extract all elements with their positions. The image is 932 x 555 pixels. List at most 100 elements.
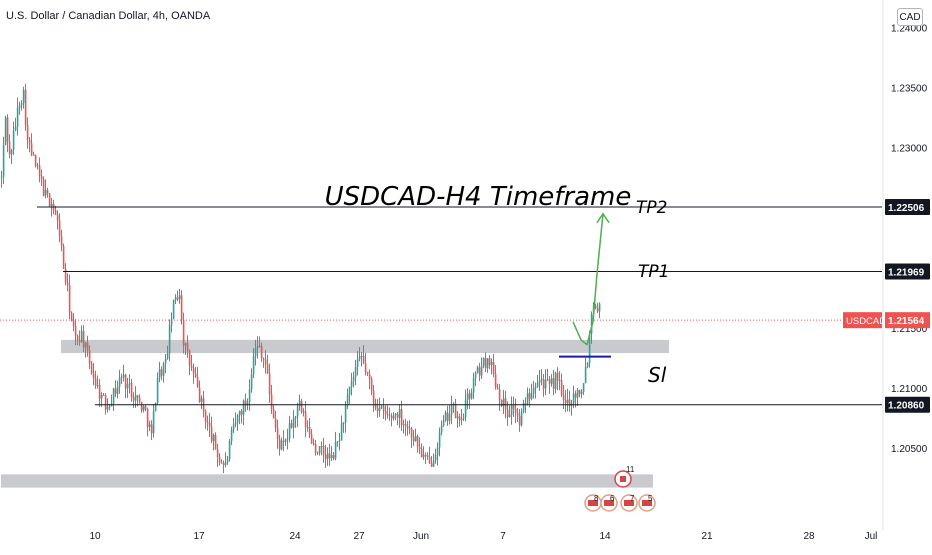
candle: [476, 365, 479, 374]
candle-body: [262, 358, 265, 360]
candle: [172, 299, 175, 320]
candle-body: [300, 400, 303, 412]
candle-body: [586, 363, 589, 368]
candle-body: [38, 165, 41, 177]
candle-body: [92, 373, 95, 379]
x-tick-label: 17: [193, 531, 205, 542]
event-count: 5: [648, 494, 653, 503]
level-badge-TP2[interactable]: [885, 199, 930, 216]
candle-body: [284, 439, 287, 442]
candle: [456, 411, 459, 428]
candle-body: [224, 462, 227, 466]
candle: [342, 421, 345, 433]
candle: [310, 429, 313, 445]
candle-body: [122, 374, 125, 378]
candle-body: [416, 435, 419, 447]
candle: [318, 445, 321, 456]
candle: [426, 452, 429, 460]
candle-body: [352, 376, 355, 382]
candle: [12, 121, 15, 155]
candle: [66, 273, 69, 292]
candle: [164, 354, 167, 374]
candle-body: [472, 377, 475, 393]
candle: [214, 432, 217, 450]
candle-body: [442, 420, 445, 426]
flag-icon: [588, 500, 598, 506]
candle-body: [212, 434, 215, 442]
candle: [230, 426, 233, 446]
candle: [186, 335, 189, 358]
candle-body: [566, 399, 569, 404]
candle-body: [8, 141, 11, 155]
candle: [240, 408, 243, 424]
candle: [308, 417, 311, 438]
candle: [288, 415, 291, 443]
candle: [402, 419, 405, 434]
candle-body: [176, 297, 179, 300]
candle-body: [482, 357, 485, 366]
candle-body: [244, 400, 247, 406]
level-badge-support[interactable]: [885, 396, 930, 413]
candle-body: [62, 245, 65, 269]
candle: [518, 408, 521, 432]
current-price-badge[interactable]: [885, 312, 930, 329]
candle-body: [188, 350, 191, 366]
candle-body: [434, 454, 437, 461]
candle-body: [272, 408, 275, 419]
candle-body: [574, 393, 577, 398]
candle-body: [26, 124, 29, 140]
candle-body: [274, 418, 277, 428]
candle: [222, 460, 225, 474]
y-tick-label: 1.23500: [891, 84, 928, 95]
candle-body: [336, 441, 339, 443]
level-badge-label: 1.20860: [888, 401, 925, 412]
candle-body: [204, 411, 207, 423]
candle: [470, 388, 473, 400]
candle: [274, 410, 277, 433]
candle: [162, 361, 165, 383]
candle: [526, 387, 529, 406]
candle: [260, 342, 263, 362]
candle-body: [280, 440, 283, 450]
candle: [262, 357, 265, 368]
candle: [256, 336, 259, 359]
current-price-label: 1.21564: [888, 316, 925, 327]
candle-body: [422, 454, 425, 458]
candle-body: [306, 427, 309, 429]
candle-body: [136, 395, 139, 398]
candle: [8, 134, 11, 159]
candle-body: [408, 428, 411, 430]
candle-body: [220, 462, 223, 464]
candle: [444, 410, 447, 422]
candle: [4, 115, 7, 146]
candle: [382, 398, 385, 419]
candle: [420, 443, 423, 458]
candle: [522, 399, 525, 414]
candle-body: [584, 367, 587, 384]
currency-button[interactable]: CAD: [897, 8, 923, 26]
candle-body: [598, 303, 601, 312]
candle: [218, 453, 221, 466]
flag-icon: [604, 500, 614, 506]
candle-body: [242, 400, 245, 415]
candle: [44, 179, 47, 199]
candle: [484, 352, 487, 373]
candle-body: [276, 427, 279, 440]
candle-body: [358, 356, 361, 360]
candle-body: [190, 365, 193, 369]
candle-body: [520, 411, 523, 426]
candle-body: [396, 413, 399, 418]
candle-body: [296, 406, 299, 417]
target-arrow: [572, 213, 604, 346]
candle: [324, 444, 327, 468]
candle: [82, 325, 85, 353]
candle-body: [80, 330, 83, 343]
candle-body: [374, 403, 377, 409]
candle: [390, 413, 393, 427]
candle: [208, 412, 211, 438]
level-badge-TP1[interactable]: [885, 263, 930, 280]
candle-body: [532, 388, 535, 394]
candle: [498, 383, 501, 411]
